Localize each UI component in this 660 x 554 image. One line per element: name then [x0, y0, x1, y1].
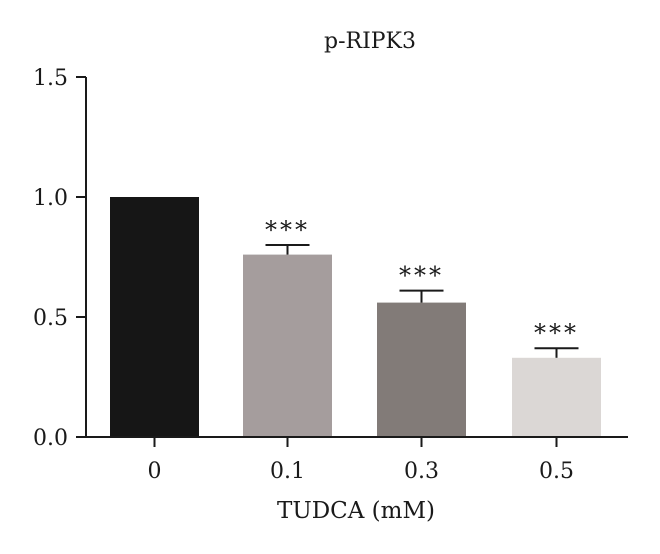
chart-title: p-RIPK3 [324, 29, 416, 54]
bar [377, 302, 466, 437]
bar [243, 254, 332, 437]
bar [110, 197, 199, 437]
y-tick-label: 1.5 [33, 66, 68, 91]
x-tick-label: 0.3 [404, 459, 439, 484]
bar [512, 357, 601, 437]
x-tick-label: 0.5 [539, 459, 574, 484]
x-axis-title: TUDCA (mM) [277, 498, 435, 524]
y-tick-label: 0.0 [33, 426, 68, 451]
x-tick-label: 0 [148, 459, 162, 484]
x-tick-label: 0.1 [270, 459, 305, 484]
significance-label: *** [265, 216, 310, 244]
plot-area: 0.0 0.5 1.0 1.5 0 0.1 *** 0.3 *** 0.5 *** [33, 66, 601, 484]
y-tick-label: 1.0 [33, 186, 68, 211]
y-tick-label: 0.5 [33, 306, 68, 331]
significance-label: *** [534, 319, 579, 347]
significance-label: *** [399, 262, 444, 290]
